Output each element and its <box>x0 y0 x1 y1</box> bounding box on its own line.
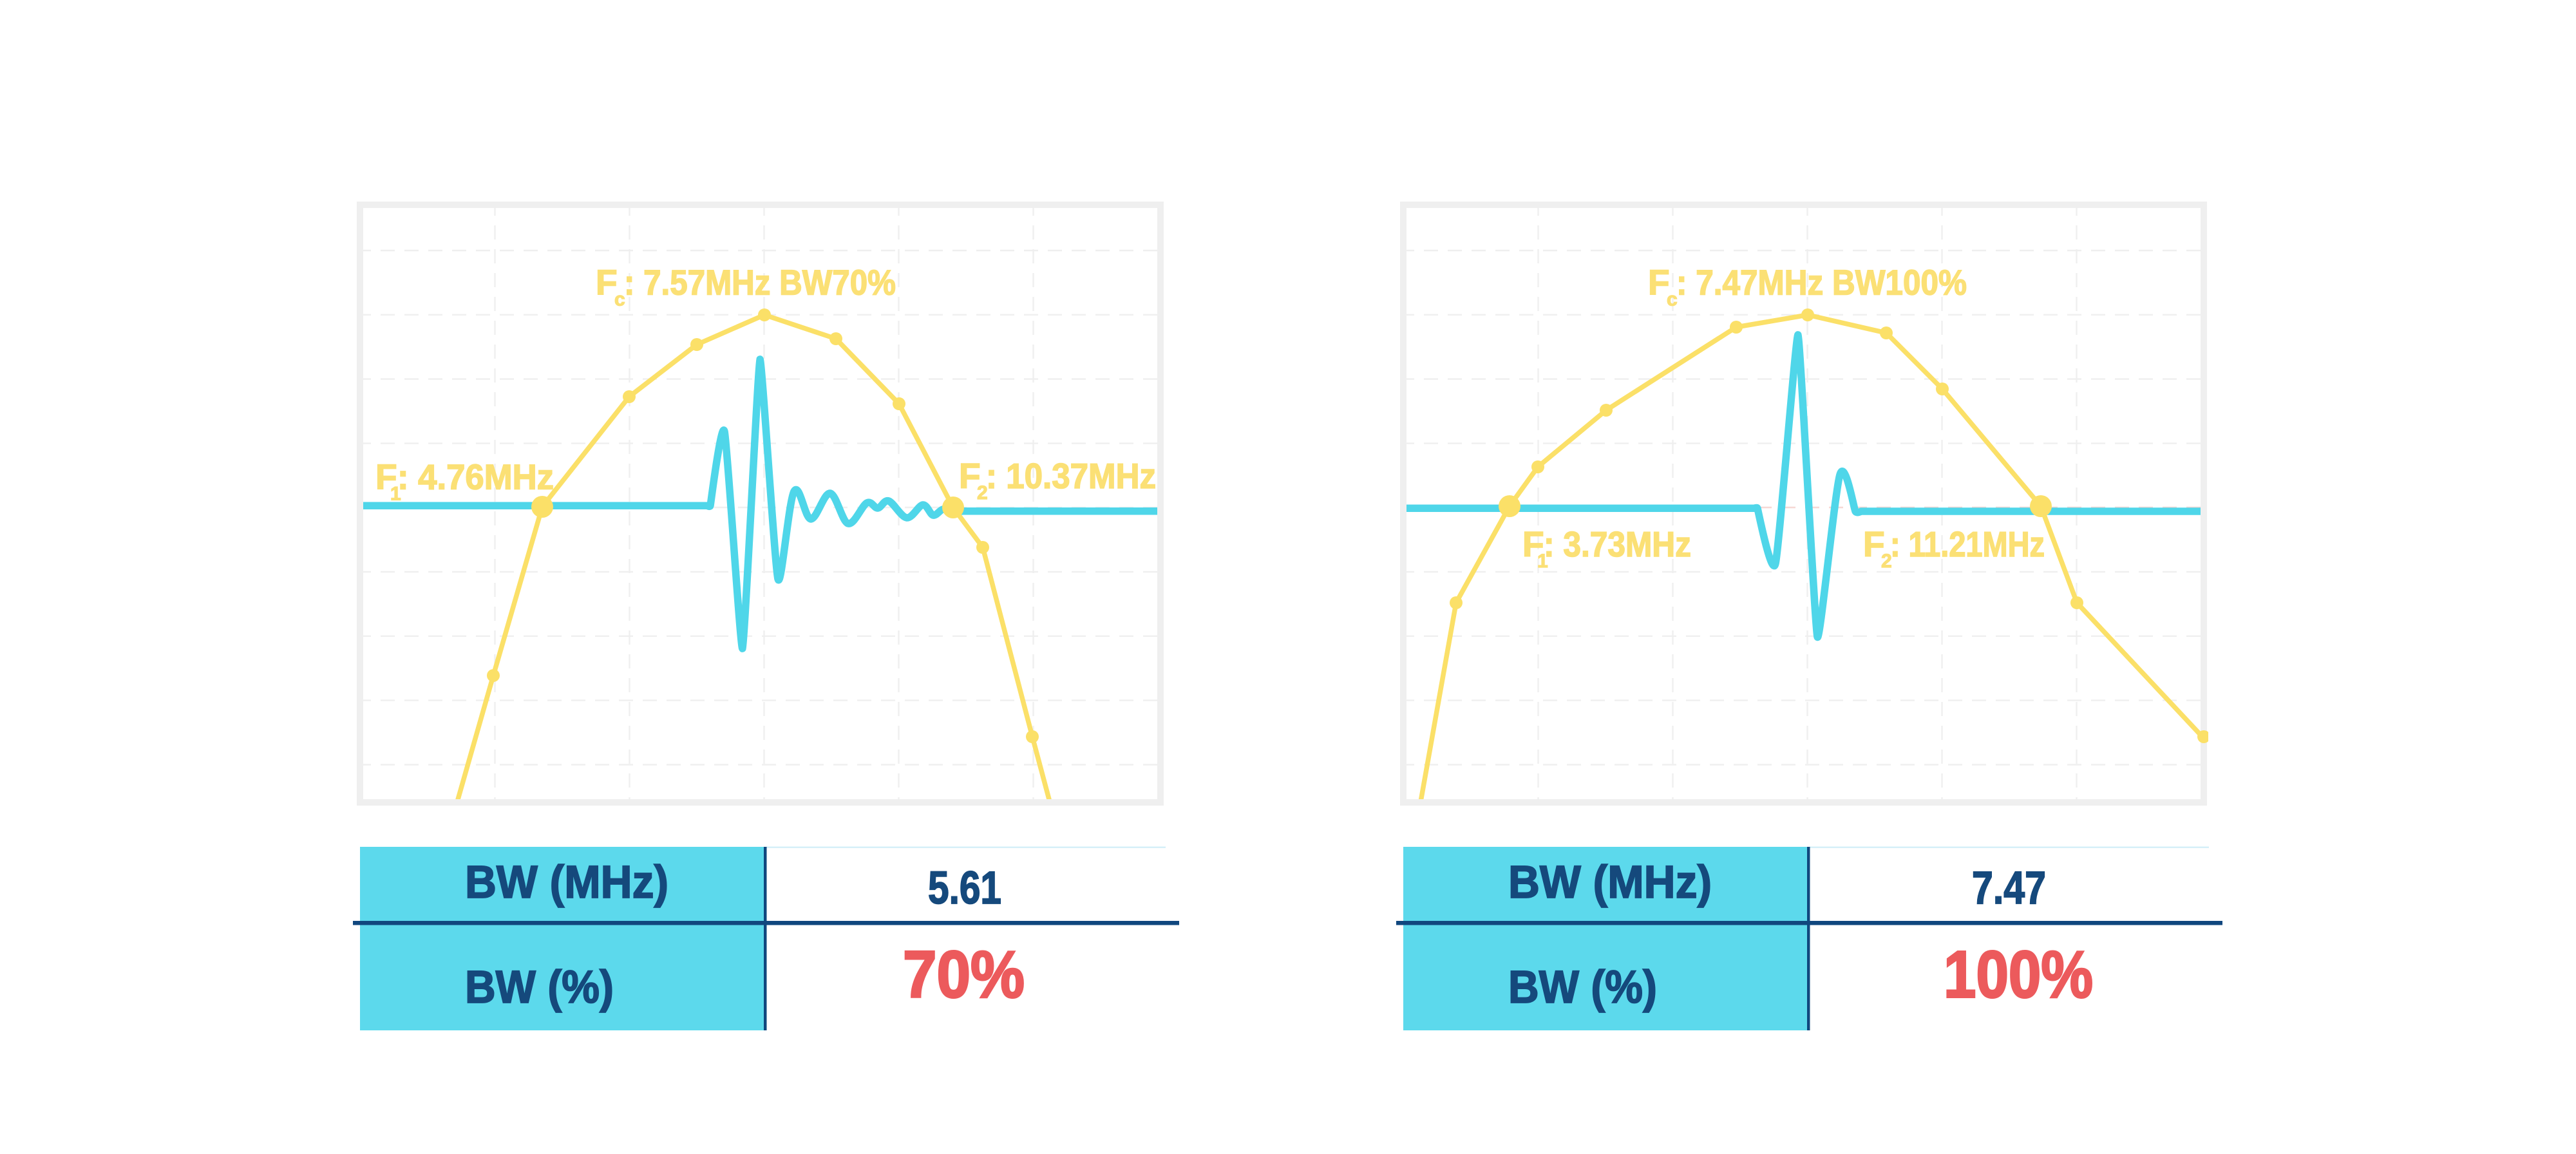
svg-text:: 11.21MHz: : 11.21MHz <box>1890 524 2045 564</box>
svg-text:: 10.37MHz: : 10.37MHz <box>986 456 1156 496</box>
svg-text:70%: 70% <box>903 938 1025 1012</box>
svg-text:BW (MHz): BW (MHz) <box>465 857 668 908</box>
svg-text:2: 2 <box>1881 551 1892 572</box>
svg-text:5.61: 5.61 <box>928 863 1001 914</box>
svg-text:F: F <box>959 456 981 496</box>
svg-text:c: c <box>614 289 625 310</box>
svg-text:7.47: 7.47 <box>1972 863 2046 914</box>
svg-text:c: c <box>1667 289 1678 310</box>
svg-text:F: F <box>596 263 618 303</box>
svg-text:BW (%): BW (%) <box>1508 962 1657 1013</box>
svg-text:1: 1 <box>1537 551 1548 572</box>
svg-text:2: 2 <box>977 482 988 504</box>
svg-text:: 7.47MHz BW100%: : 7.47MHz BW100% <box>1676 263 1967 303</box>
svg-text:BW (MHz): BW (MHz) <box>1508 857 1712 908</box>
svg-text:F: F <box>1648 263 1670 303</box>
svg-text:BW (%): BW (%) <box>465 962 614 1013</box>
svg-text:F: F <box>375 457 397 497</box>
svg-text:F: F <box>1522 524 1544 564</box>
svg-text:: 4.76MHz: : 4.76MHz <box>397 457 554 497</box>
svg-text:F: F <box>1863 524 1885 564</box>
svg-text:: 7.57MHz BW70%: : 7.57MHz BW70% <box>624 263 896 303</box>
svg-text:1: 1 <box>390 484 401 505</box>
svg-text:: 3.73MHz: : 3.73MHz <box>1544 524 1691 564</box>
svg-text:100%: 100% <box>1944 938 2093 1012</box>
